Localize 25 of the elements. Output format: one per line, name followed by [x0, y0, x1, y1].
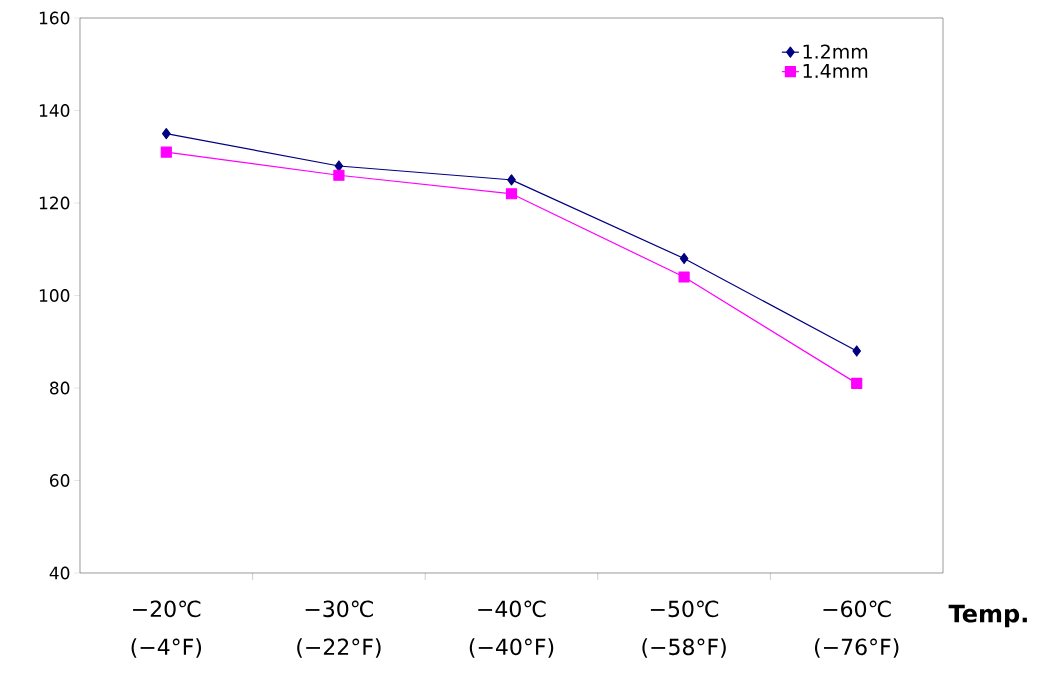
- y-tick-label: 120: [39, 196, 70, 210]
- point: [333, 169, 345, 181]
- x-tick-label: −60℃ (−76°F): [814, 600, 899, 658]
- y-tick-label: 80: [50, 381, 70, 395]
- point: [851, 377, 863, 389]
- y-tick-label: 40: [49, 566, 70, 580]
- point: [161, 128, 171, 140]
- point: [852, 345, 862, 357]
- legend-label: 1.4mm: [803, 64, 868, 78]
- y-tick-label: 140: [39, 104, 70, 117]
- x-tick-label: −50℃ (−58°F): [642, 600, 726, 658]
- point: [679, 252, 689, 265]
- y-tick-label: 60: [50, 474, 70, 487]
- point: [505, 188, 518, 200]
- x-tick-label: −40℃ (−40°F): [469, 600, 554, 658]
- x-tick-label: −30℃ (−22°F): [297, 600, 381, 658]
- x-tick-label: −20℃ (−4°F): [131, 600, 202, 658]
- y-tick-label: 160: [39, 11, 70, 25]
- y-tick-label: 100: [39, 289, 70, 302]
- point: [507, 174, 516, 186]
- legend-label: 1.2mm: [803, 44, 868, 59]
- point: [160, 146, 172, 158]
- point: [678, 271, 690, 283]
- point: [334, 160, 344, 172]
- x-axis-title: Temp.: [948, 604, 1027, 628]
